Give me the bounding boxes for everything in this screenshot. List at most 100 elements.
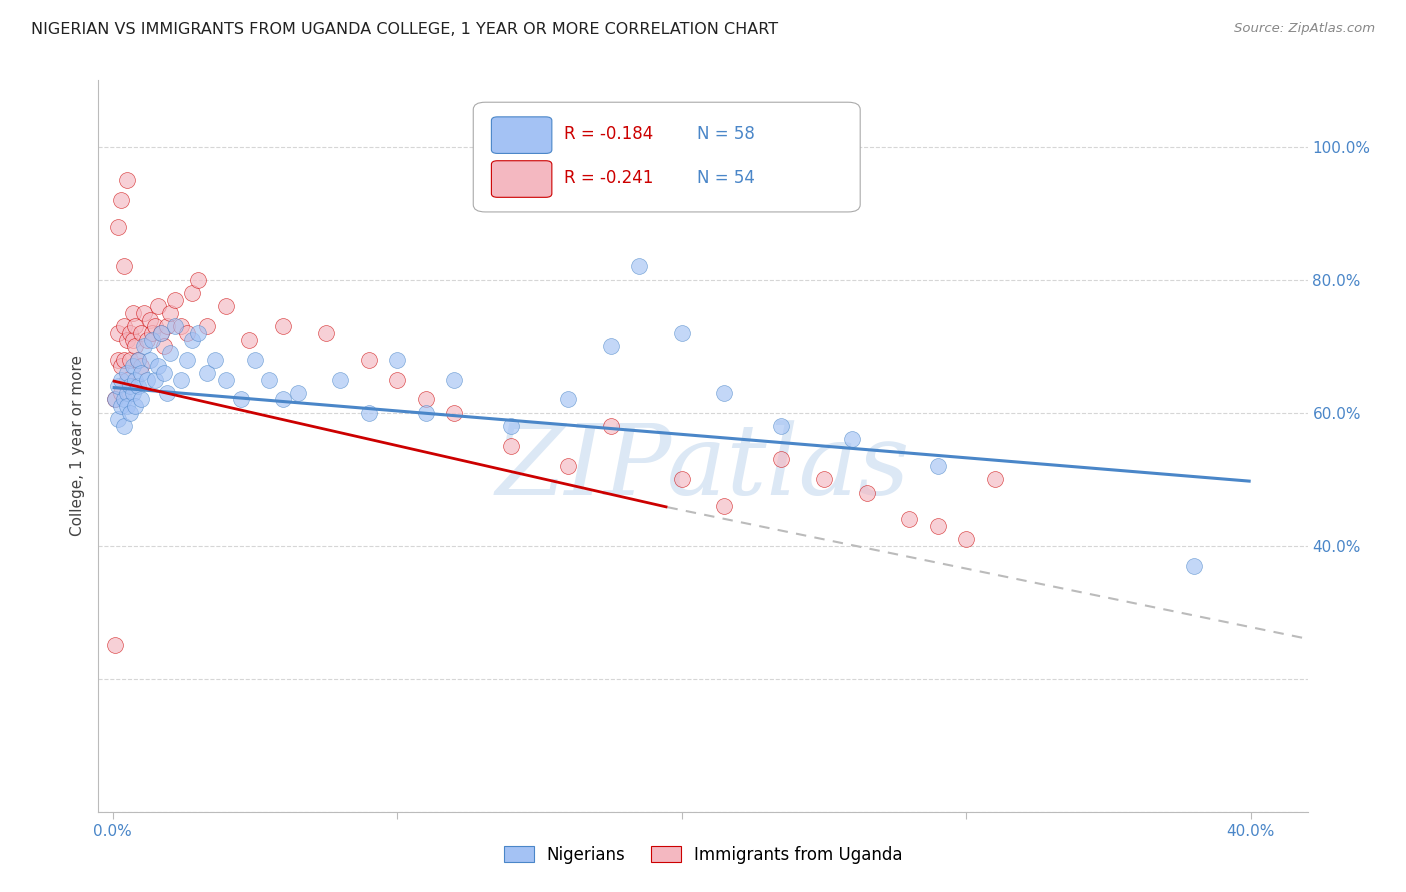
Point — [138, 312, 160, 326]
Point — [115, 333, 138, 347]
Point — [146, 359, 169, 374]
Point — [156, 319, 179, 334]
Point — [141, 333, 163, 347]
Point — [983, 472, 1005, 486]
Point — [229, 392, 252, 407]
Point — [181, 286, 204, 301]
Point — [129, 366, 152, 380]
Point — [112, 419, 135, 434]
Point — [187, 273, 209, 287]
Point — [153, 366, 176, 380]
Point — [141, 326, 163, 340]
Point — [112, 319, 135, 334]
Point — [176, 352, 198, 367]
Text: R = -0.241: R = -0.241 — [564, 169, 654, 186]
Point — [385, 372, 408, 386]
Point — [855, 485, 877, 500]
FancyBboxPatch shape — [492, 117, 551, 153]
Point — [165, 319, 187, 334]
Text: NIGERIAN VS IMMIGRANTS FROM UGANDA COLLEGE, 1 YEAR OR MORE CORRELATION CHART: NIGERIAN VS IMMIGRANTS FROM UGANDA COLLE… — [31, 22, 778, 37]
Point — [927, 518, 949, 533]
Point — [107, 326, 129, 340]
Point — [107, 379, 129, 393]
FancyBboxPatch shape — [474, 103, 860, 212]
Point — [927, 458, 949, 473]
Point — [215, 372, 238, 386]
Point — [415, 406, 437, 420]
Point — [257, 372, 280, 386]
Point — [104, 392, 127, 407]
Point — [135, 372, 157, 386]
Point — [599, 339, 621, 353]
Point — [132, 306, 155, 320]
Point — [129, 392, 152, 407]
Point — [112, 392, 135, 407]
Point — [557, 458, 579, 473]
Point — [129, 326, 152, 340]
Point — [841, 433, 863, 447]
Point — [273, 319, 295, 334]
Point — [104, 639, 127, 653]
Point — [770, 419, 793, 434]
Point — [115, 399, 138, 413]
Point — [443, 372, 465, 386]
Point — [813, 472, 835, 486]
Point — [165, 293, 187, 307]
Point — [115, 173, 138, 187]
Point — [713, 385, 735, 400]
Point — [118, 406, 141, 420]
Point — [127, 379, 149, 393]
Point — [287, 385, 309, 400]
Point — [146, 299, 169, 313]
Point — [195, 366, 218, 380]
Text: N = 54: N = 54 — [697, 169, 755, 186]
Point — [150, 326, 173, 340]
Point — [121, 385, 143, 400]
FancyBboxPatch shape — [492, 161, 551, 197]
Point — [143, 319, 166, 334]
Point — [329, 372, 352, 386]
Point — [499, 419, 522, 434]
Point — [627, 260, 650, 274]
Point — [127, 352, 149, 367]
Point — [243, 352, 266, 367]
Point — [156, 385, 179, 400]
Text: Source: ZipAtlas.com: Source: ZipAtlas.com — [1234, 22, 1375, 36]
Point — [238, 333, 260, 347]
Point — [204, 352, 226, 367]
Point — [671, 326, 693, 340]
Point — [195, 319, 218, 334]
Point — [124, 372, 146, 386]
Point — [107, 412, 129, 426]
Point — [599, 419, 621, 434]
Legend: Nigerians, Immigrants from Uganda: Nigerians, Immigrants from Uganda — [496, 839, 910, 871]
Point — [713, 499, 735, 513]
Point — [118, 326, 141, 340]
Point — [357, 406, 380, 420]
Point — [121, 306, 143, 320]
Point — [557, 392, 579, 407]
Point — [415, 392, 437, 407]
Point — [115, 385, 138, 400]
Point — [129, 359, 152, 374]
Point — [121, 333, 143, 347]
Point — [273, 392, 295, 407]
Point — [187, 326, 209, 340]
Point — [107, 352, 129, 367]
Point — [110, 359, 132, 374]
Point — [385, 352, 408, 367]
Point — [138, 352, 160, 367]
Text: ZIPatlas: ZIPatlas — [496, 420, 910, 516]
Text: R = -0.184: R = -0.184 — [564, 125, 654, 143]
Point — [104, 392, 127, 407]
Point — [159, 306, 181, 320]
Point — [671, 472, 693, 486]
Text: N = 58: N = 58 — [697, 125, 755, 143]
Point — [153, 339, 176, 353]
Point — [115, 366, 138, 380]
Point — [107, 219, 129, 234]
Point — [110, 193, 132, 207]
Point — [121, 359, 143, 374]
Point — [110, 399, 132, 413]
Point — [170, 319, 193, 334]
